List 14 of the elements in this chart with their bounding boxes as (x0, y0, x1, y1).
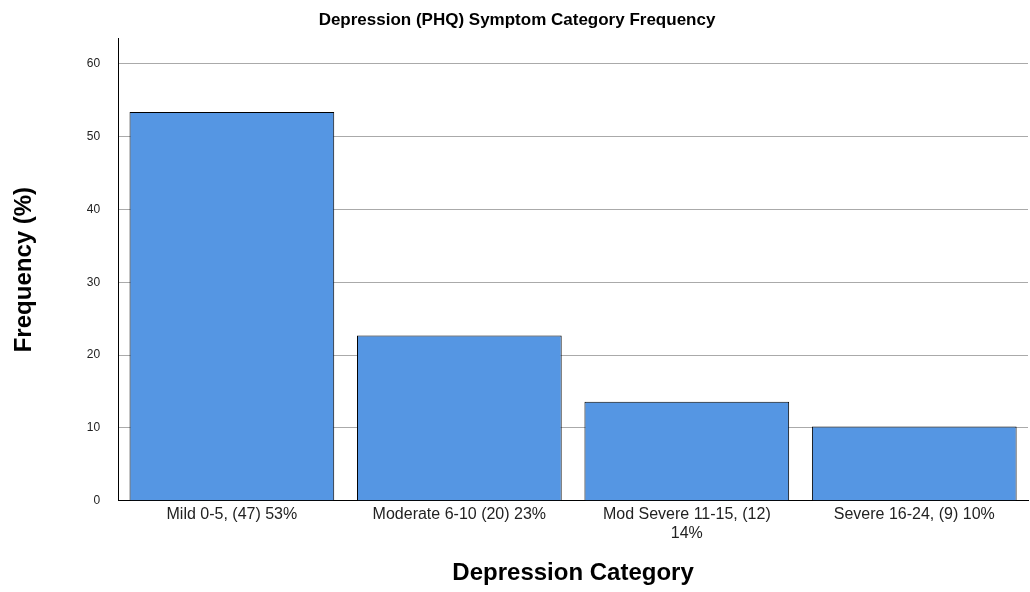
y-tick-label: 30 (86, 274, 101, 289)
y-tick-label: 60 (86, 56, 101, 71)
y-tick-label: 10 (86, 420, 101, 435)
x-tick-label: Mod Severe 11-15, (12) 14% (602, 504, 771, 542)
y-axis-title: Frequency (%) (9, 186, 37, 353)
chart-title: Depression (PHQ) Symptom Category Frequency (318, 9, 716, 29)
x-axis-title: Depression Category (452, 558, 695, 586)
x-tick-label: Moderate 6-10 (20) 23% (372, 504, 547, 522)
x-tick-label: Mild 0-5, (47) 53% (166, 504, 298, 522)
y-tick-label: 20 (86, 347, 101, 362)
x-tick-label: Severe 16-24, (9) 10% (833, 504, 995, 522)
y-tick-label: 0 (93, 493, 101, 508)
y-tick-label: 40 (86, 201, 101, 216)
y-tick-label: 50 (86, 129, 101, 144)
